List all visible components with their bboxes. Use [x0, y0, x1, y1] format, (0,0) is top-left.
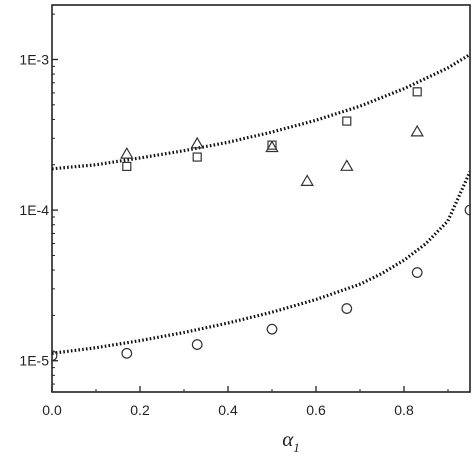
- circle-marker: [411, 267, 423, 278]
- x-axis-title-subscript: 1: [293, 440, 300, 455]
- circle-marker: [464, 204, 470, 216]
- data-markers: [52, 87, 470, 362]
- plot-frame: [51, 4, 471, 393]
- x-tick-label: 0.0: [42, 402, 62, 418]
- x-tick-label: 0.6: [306, 402, 326, 418]
- x-axis: 0.0 0.2 0.4 0.6 0.8: [42, 386, 449, 418]
- square-marker: [122, 161, 132, 172]
- fit-curve-path: [52, 171, 470, 355]
- triangle-marker: [190, 136, 204, 149]
- fit-curve: [52, 53, 470, 171]
- x-axis-title-symbol: α: [282, 427, 294, 451]
- circle-marker: [266, 323, 278, 335]
- fit-curve-path: [52, 53, 470, 171]
- triangle-marker: [410, 124, 424, 137]
- x-tick-label: 0.2: [130, 402, 150, 418]
- circle-marker: [341, 303, 353, 314]
- square-marker: [412, 87, 422, 97]
- circle-marker: [191, 339, 203, 350]
- x-tick-label: 0.8: [394, 402, 414, 418]
- fit-curve: [52, 171, 470, 355]
- y-tick-label: 1E-5: [19, 353, 49, 369]
- triangle-marker: [120, 147, 134, 159]
- y-tick-label: 1E-4: [19, 202, 49, 218]
- y-tick-label: 1E-3: [19, 51, 49, 67]
- square-marker: [192, 152, 202, 162]
- triangle-marker: [300, 174, 314, 186]
- x-tick-label: 0.4: [218, 402, 238, 418]
- triangle-marker: [340, 159, 354, 171]
- y-axis: 1E-5 1E-4 1E-3: [19, 13, 58, 385]
- x-axis-title: α1: [282, 427, 300, 455]
- plot-area: [51, 4, 471, 393]
- circle-marker: [121, 347, 133, 359]
- triangle-marker: [265, 140, 279, 153]
- square-marker: [342, 116, 352, 126]
- fit-curves: [52, 53, 470, 355]
